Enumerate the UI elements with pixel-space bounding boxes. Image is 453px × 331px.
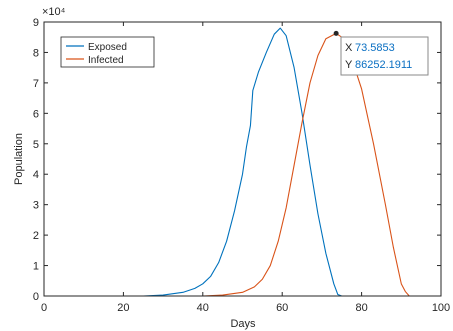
datatip-y-label: Y — [345, 59, 353, 71]
axis-ticks: 0 20 40 60 80 100 0 1 2 3 4 5 6 7 8 9 — [33, 17, 450, 314]
series-line-infected — [44, 32, 441, 297]
legend: Exposed Infected — [60, 36, 155, 68]
y-tick-label: 6 — [33, 108, 39, 120]
series-line-exposed — [44, 27, 441, 297]
y-axis-exponent-label: ×10⁴ — [42, 6, 66, 18]
x-tick-label: 80 — [355, 302, 367, 314]
y-tick-label: 3 — [33, 200, 39, 212]
y-axis-label: Population — [13, 133, 25, 185]
x-tick-label: 60 — [276, 302, 288, 314]
y-tick-label: 7 — [33, 78, 39, 90]
datatip-x-value: 73.5853 — [355, 42, 395, 54]
legend-box — [60, 36, 155, 68]
series-lines — [44, 27, 441, 297]
plot-area-frame — [43, 21, 442, 297]
y-tick-label: 4 — [33, 169, 39, 181]
x-tick-label: 20 — [117, 302, 129, 314]
y-axis-exponent: ×10⁴ — [42, 6, 66, 18]
datatip-marker[interactable] — [333, 30, 339, 36]
datatip-y-value: 86252.1911 — [355, 59, 412, 71]
legend-label-exposed: Exposed — [88, 42, 127, 53]
y-tick-label: 2 — [33, 230, 39, 242]
datatip-x-label: X — [345, 42, 353, 54]
datatip[interactable]: X 73.5853 Y 86252.1911 — [333, 30, 429, 76]
y-tick-label: 1 — [33, 261, 39, 273]
y-tick-label: 8 — [33, 47, 39, 59]
x-tick-label: 100 — [432, 302, 450, 314]
x-tick-label: 0 — [41, 302, 47, 314]
y-tick-label: 0 — [33, 291, 39, 303]
datatip-box — [340, 36, 429, 76]
legend-label-infected: Infected — [88, 55, 124, 66]
y-tick-label: 5 — [33, 139, 39, 151]
x-axis-label: Days — [230, 318, 256, 330]
y-tick-label: 9 — [33, 17, 39, 29]
x-tick-label: 40 — [197, 302, 209, 314]
